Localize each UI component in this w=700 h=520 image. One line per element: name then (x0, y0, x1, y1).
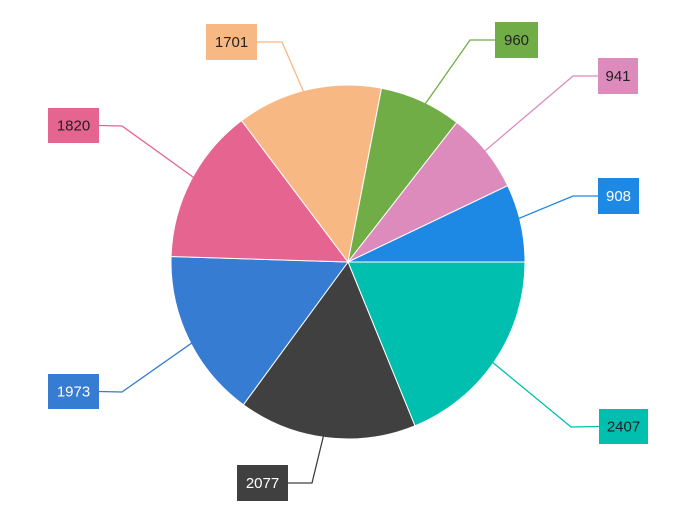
data-label: 941 (605, 68, 630, 85)
data-label-box (206, 24, 257, 60)
label-connector (463, 75, 598, 170)
data-label: 2407 (607, 419, 640, 436)
data-label-box (598, 58, 638, 94)
pie-slice[interactable] (242, 260, 416, 440)
data-label: 2077 (246, 475, 279, 492)
label-connector (493, 195, 598, 230)
pie-slice[interactable] (170, 119, 350, 263)
label-connector (98, 326, 215, 393)
data-label: 1701 (215, 34, 248, 51)
data-label: 960 (504, 32, 529, 49)
data-label: 908 (606, 188, 631, 205)
pie-slice[interactable] (170, 255, 349, 406)
label-connector (257, 41, 315, 118)
data-label-box (598, 178, 639, 214)
pie-slice[interactable] (240, 84, 383, 264)
label-connector (288, 409, 331, 484)
label-connector (98, 124, 217, 194)
data-label-box (48, 108, 99, 143)
label-connector (471, 344, 600, 428)
pie-slice[interactable] (347, 261, 526, 427)
label-connector (409, 39, 495, 127)
pie-slice[interactable] (347, 184, 526, 263)
pie-slices (170, 84, 526, 440)
data-label: 1820 (57, 118, 90, 135)
data-label-box (495, 22, 538, 58)
data-label-box (237, 465, 288, 501)
data-label: 1973 (57, 384, 90, 401)
data-labels: 2407 2077 1973 1820 1701 960 941 908 (48, 22, 648, 501)
data-label-box (48, 374, 99, 409)
data-label-box (599, 409, 648, 444)
